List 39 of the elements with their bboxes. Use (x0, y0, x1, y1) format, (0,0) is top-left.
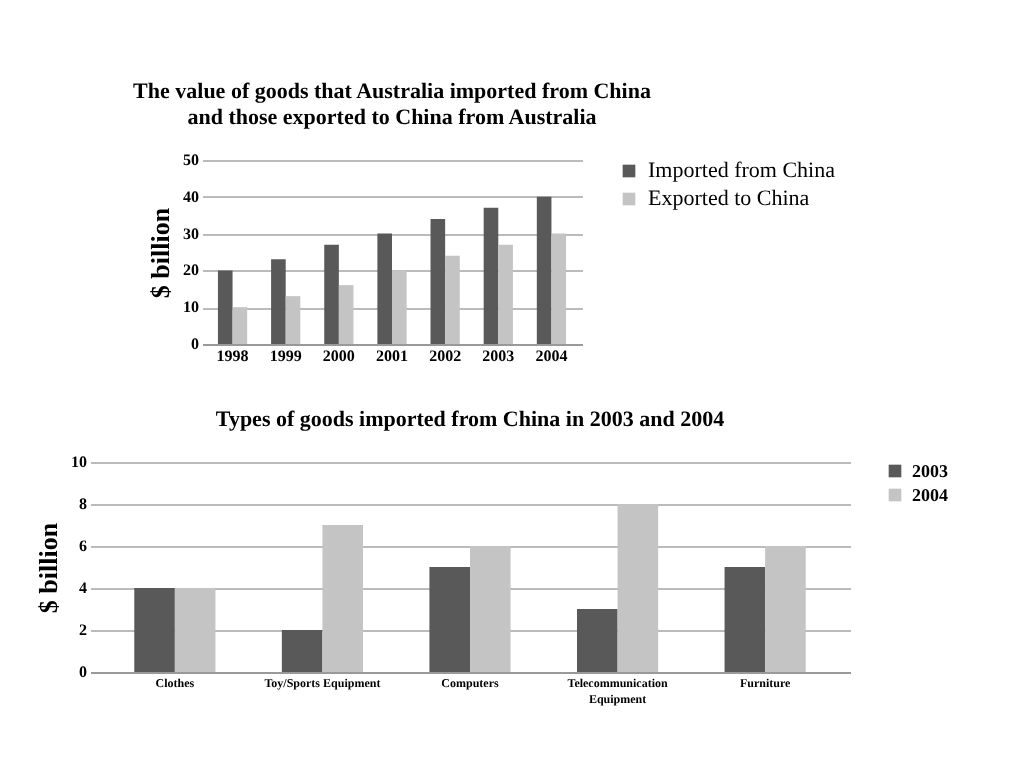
legend-label: 2003 (912, 461, 949, 481)
chart-title: Types of goods imported from China in 2003 and 2004 (215, 408, 726, 432)
bar (377, 233, 392, 344)
y-tick-label: 8 (79, 495, 87, 513)
bar (576, 609, 618, 672)
y-tick-label: 10 (183, 298, 199, 317)
bar (483, 207, 499, 344)
y-tick-label: 10 (71, 453, 87, 471)
y-tick-label: 4 (79, 579, 87, 597)
legend-label: Exported to China (648, 187, 810, 211)
bar (281, 630, 323, 672)
y-tick-label: 30 (183, 224, 199, 243)
y-tick-label: 50 (183, 151, 199, 169)
x-tick-label: 2002 (429, 347, 462, 365)
x-tick-label: 2004 (535, 347, 568, 365)
x-tick-label: 2000 (322, 347, 355, 365)
x-tick-label: 1999 (269, 347, 302, 365)
bar (536, 196, 552, 344)
y-axis-title: $ billion (33, 521, 63, 614)
y-tick-label: 2 (79, 621, 87, 639)
bar (724, 567, 766, 672)
bar (430, 218, 446, 344)
y-tick-label: 6 (79, 537, 87, 555)
y-axis-title: $ billion (145, 206, 175, 299)
bar (217, 270, 233, 344)
y-tick-label: 0 (191, 335, 199, 353)
bar (429, 567, 470, 672)
bar (271, 259, 286, 344)
legend-label: 2004 (912, 485, 949, 505)
chart-title: The value of goods that Australia imported from China and those exported to China from Australia (133, 80, 652, 130)
bar (324, 244, 339, 344)
x-tick-label: 2001 (376, 347, 408, 365)
bar (134, 588, 175, 672)
y-tick-label: 20 (183, 261, 199, 280)
x-tick-label: 2003 (482, 347, 515, 365)
y-tick-label: 40 (183, 187, 199, 206)
x-tick-label: 1998 (216, 347, 249, 365)
legend-label: Imported from China (648, 159, 836, 183)
y-tick-label: 0 (79, 663, 87, 681)
